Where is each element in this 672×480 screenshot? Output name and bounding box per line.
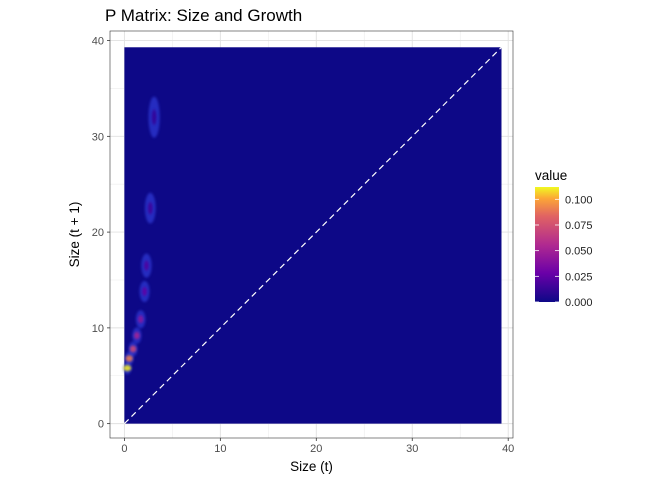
chart-title: P Matrix: Size and Growth bbox=[105, 6, 302, 25]
heatmap-hotspots bbox=[123, 96, 160, 375]
x-axis-ticks: 0 10 20 30 40 bbox=[121, 438, 514, 455]
x-axis-label: Size (t) bbox=[290, 459, 333, 474]
x-tick-label: 30 bbox=[406, 443, 418, 455]
x-tick-label: 20 bbox=[310, 443, 322, 455]
y-tick-label: 0 bbox=[98, 419, 104, 431]
y-tick-label: 40 bbox=[92, 36, 104, 48]
legend-title: value bbox=[535, 168, 567, 183]
hotspot-core bbox=[144, 260, 149, 271]
legend-colorbar bbox=[535, 187, 559, 302]
y-tick-label: 30 bbox=[92, 131, 104, 143]
hotspot-core bbox=[133, 331, 140, 340]
legend-ticks: 0.100 0.075 0.050 0.025 0.000 bbox=[535, 194, 593, 309]
identity-reference-line bbox=[123, 46, 502, 425]
y-tick-label: 20 bbox=[92, 227, 104, 239]
x-tick-label: 0 bbox=[121, 443, 127, 455]
y-axis-label: Size (t + 1) bbox=[67, 202, 82, 268]
x-tick-label: 10 bbox=[214, 443, 226, 455]
legend-tick-label: 0.050 bbox=[565, 246, 593, 258]
hotspot-core bbox=[142, 286, 147, 296]
legend-tick-label: 0.100 bbox=[565, 194, 593, 206]
legend-tick-label: 0.025 bbox=[565, 271, 593, 283]
x-tick-label: 40 bbox=[502, 443, 514, 455]
y-tick-label: 10 bbox=[92, 323, 104, 335]
hotspot-core bbox=[137, 315, 144, 324]
hotspot-core bbox=[151, 109, 157, 125]
legend-tick-label: 0.000 bbox=[565, 297, 593, 309]
hotspot-core bbox=[123, 365, 132, 372]
hotspot-core bbox=[129, 345, 137, 353]
hotspot-core bbox=[148, 202, 153, 215]
y-axis-ticks: 0 10 20 30 40 bbox=[92, 36, 110, 431]
panel-border bbox=[109, 30, 514, 439]
hotspot-core bbox=[125, 355, 133, 362]
legend-tick-label: 0.075 bbox=[565, 220, 593, 232]
